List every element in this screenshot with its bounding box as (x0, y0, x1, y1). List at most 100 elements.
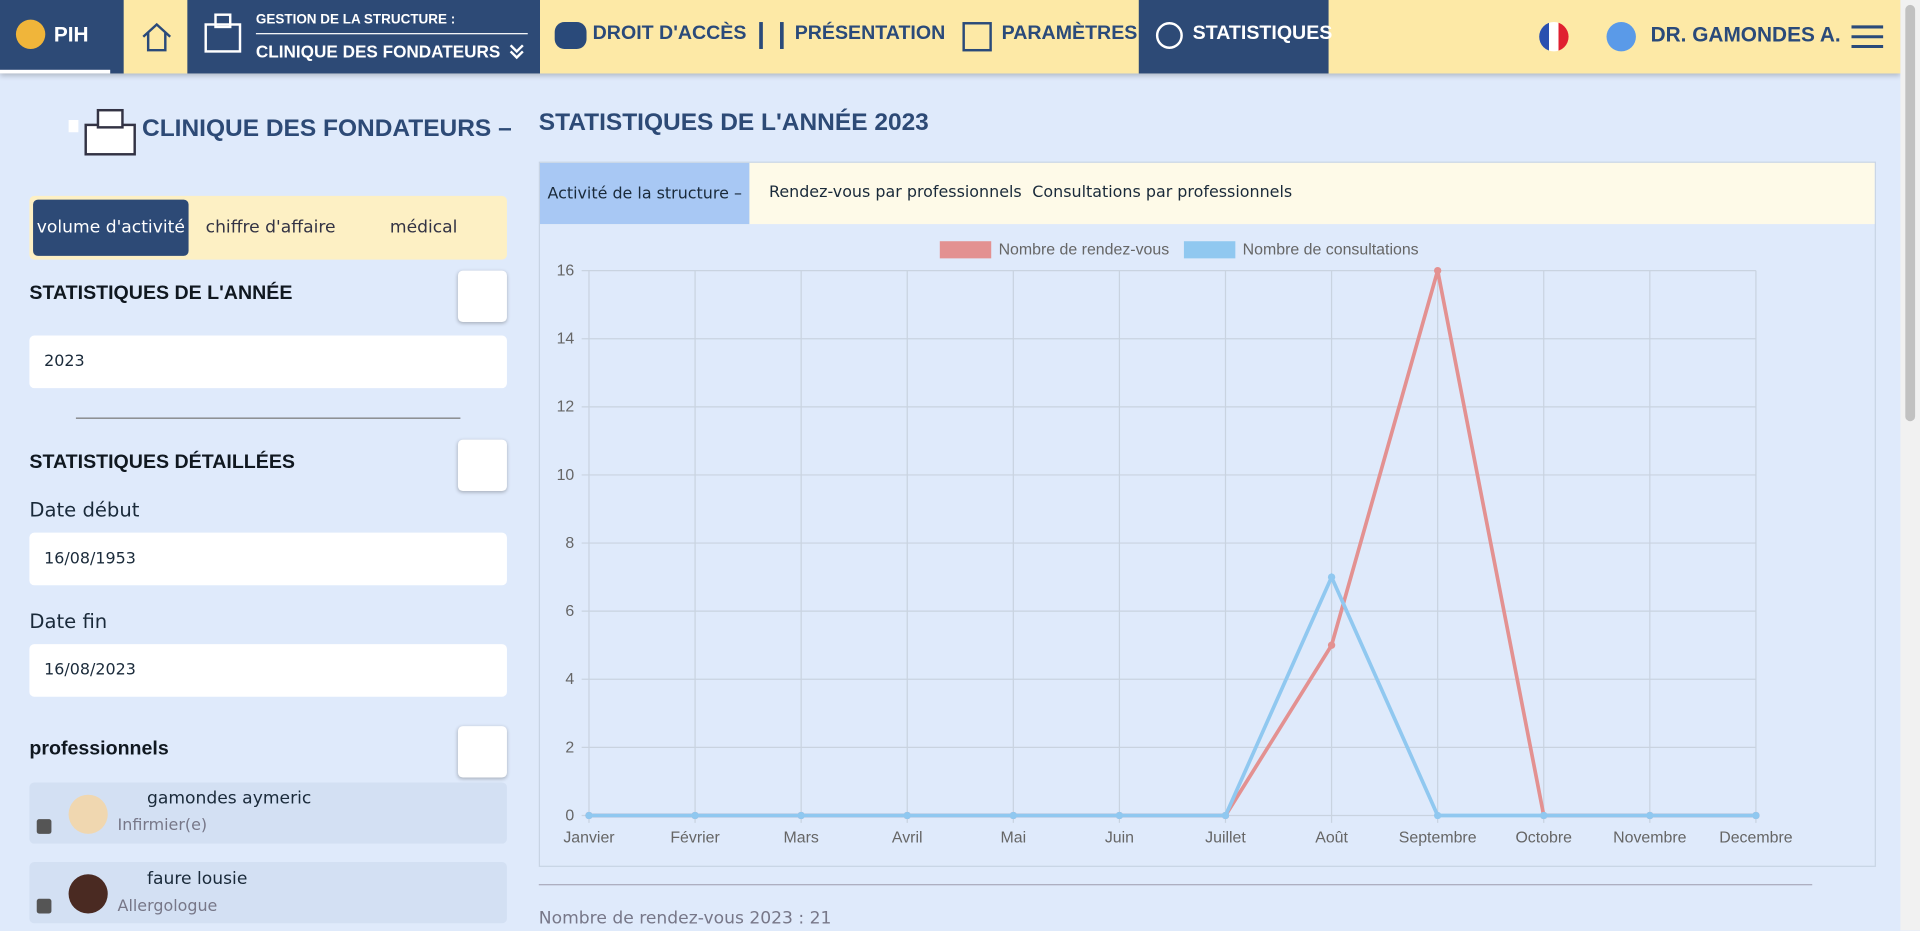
y-tick-label: 6 (565, 603, 574, 620)
data-point (1433, 811, 1442, 820)
professional-card[interactable]: gamondes aymeric Infirmier(e) (29, 782, 507, 844)
nav-item: STATISTIQUES (1192, 23, 1333, 45)
y-tick-label: 10 (557, 467, 575, 484)
x-tick-label: Mars (783, 829, 818, 846)
data-point (1540, 811, 1548, 820)
checkbox[interactable] (36, 819, 52, 834)
field-label: Date début (29, 498, 140, 522)
settings-icon (962, 22, 992, 52)
tab[interactable]: médical (389, 217, 458, 238)
x-tick-label: Decembre (1719, 829, 1793, 846)
refresh-button[interactable] (457, 270, 507, 323)
tab[interactable]: Consultations par professionnels (1032, 183, 1293, 203)
x-tick-label: Août (1315, 829, 1348, 846)
professional-role: Allergologue (117, 897, 218, 916)
refresh-button[interactable] (457, 726, 507, 778)
data-point (797, 811, 805, 820)
page-title: STATISTIQUES DE L'ANNÉE 2023 (538, 108, 929, 136)
section-heading: STATISTIQUES DE L'ANNÉE (29, 282, 293, 304)
x-tick-label: Février (670, 829, 720, 846)
data-point (1327, 573, 1336, 581)
structure-selector[interactable]: GESTION DE LA STRUCTURE : CLINIQUE DES F… (187, 0, 541, 74)
user-name[interactable]: DR. GAMONDES A. (1650, 23, 1841, 47)
professional-name: gamondes aymeric (146, 788, 312, 809)
avatar (68, 874, 108, 914)
divider (255, 33, 528, 35)
access-icon (554, 22, 587, 49)
x-tick-label: Janvier (563, 829, 615, 846)
chart: 0 2 4 6 8 10 12 14 16 Janvier Février Mars Avril Mai J… (557, 241, 1793, 846)
data-point (585, 811, 593, 820)
brand-name: PIH (53, 23, 89, 47)
chevron (509, 44, 524, 60)
data-point (1433, 266, 1442, 275)
x-tick-label: Novembre (1613, 829, 1687, 846)
y-tick-label: 0 (565, 807, 574, 824)
date-input[interactable]: 16/08/1953 (29, 532, 507, 586)
top-nav: PIH GESTION DE LA STRUCTURE : CLINIQUE D… (0, 0, 1901, 74)
menu-icon[interactable] (1851, 24, 1884, 49)
brand[interactable]: PIH (0, 0, 124, 74)
data-point (1646, 811, 1654, 820)
avatar (1606, 22, 1636, 52)
structure-name: CLINIQUE DES FONDATEURS (255, 41, 501, 62)
chart-panel: Activité de la structure – Rendez-vous p… (538, 161, 1876, 867)
date-input[interactable]: 16/08/2023 (29, 644, 507, 697)
section-heading: professionnels (29, 738, 169, 760)
flag[interactable] (1539, 22, 1569, 52)
checkbox[interactable] (36, 898, 52, 914)
field-label: Date fin (29, 609, 108, 634)
sidebar-tabs: volume d'activité chiffre d'affaire médi… (29, 195, 507, 260)
legend-label: Nombre de rendez-vous (999, 242, 1170, 259)
brand-logo (15, 19, 46, 49)
year-input[interactable]: 2023 (29, 335, 507, 389)
professional-card[interactable]: faure lousie Allergologue (29, 862, 507, 924)
data-point (903, 811, 911, 820)
clinic-name: CLINIQUE DES FONDATEURS – (142, 115, 512, 143)
professional-role: Infirmier(e) (117, 816, 208, 836)
divider (75, 417, 461, 419)
y-tick-label: 2 (565, 739, 574, 756)
presentation-icon (759, 22, 784, 49)
x-tick-label: Juin (1105, 829, 1134, 846)
brand-underline (0, 69, 111, 74)
series-line (588, 572, 1756, 818)
clinic-icon (68, 108, 136, 156)
x-tick-label: Avril (892, 829, 923, 846)
home-icon[interactable] (140, 20, 174, 54)
data-point (1327, 641, 1336, 649)
avatar (68, 794, 108, 834)
divider (538, 884, 1813, 886)
data-point (1221, 811, 1230, 820)
professional-name: faure lousie (146, 869, 248, 889)
nav-item[interactable]: PARAMÈTRES (1001, 23, 1138, 45)
y-tick-label: 14 (557, 331, 575, 348)
refresh-button[interactable] (457, 439, 507, 492)
stats-icon (1155, 22, 1183, 49)
x-tick-label: Juillet (1205, 829, 1246, 846)
nav-active[interactable]: STATISTIQUES (1138, 0, 1332, 74)
x-tick-label: Mai (1001, 829, 1027, 846)
data-point (1752, 811, 1760, 820)
y-tick-label: 4 (565, 671, 574, 688)
tab[interactable]: Rendez-vous par professionnels (768, 183, 1022, 203)
section-heading: STATISTIQUES DÉTAILLÉES (29, 451, 295, 473)
legend-swatch (1183, 241, 1236, 259)
tab-active[interactable]: Activité de la structure – (540, 162, 750, 225)
y-tick-label: 8 (565, 535, 574, 552)
tab[interactable]: chiffre d'affaire (205, 217, 336, 238)
structure-label: GESTION DE LA STRUCTURE : (255, 12, 456, 27)
tab-active[interactable]: volume d'activité (33, 199, 189, 256)
legend-swatch (939, 241, 992, 259)
legend-label: Nombre de consultations (1243, 242, 1419, 259)
nav-item[interactable]: DROIT D'ACCÈS (592, 23, 747, 45)
scrollbar[interactable] (1900, 0, 1920, 931)
x-tick-label: Septembre (1399, 829, 1477, 846)
x-tick-label: Octobre (1515, 829, 1572, 846)
scroll-thumb[interactable] (1905, 4, 1916, 422)
summary: Nombre de rendez-vous 2023 : 21 (538, 908, 832, 929)
nav-item[interactable]: PRÉSENTATION (794, 23, 946, 45)
